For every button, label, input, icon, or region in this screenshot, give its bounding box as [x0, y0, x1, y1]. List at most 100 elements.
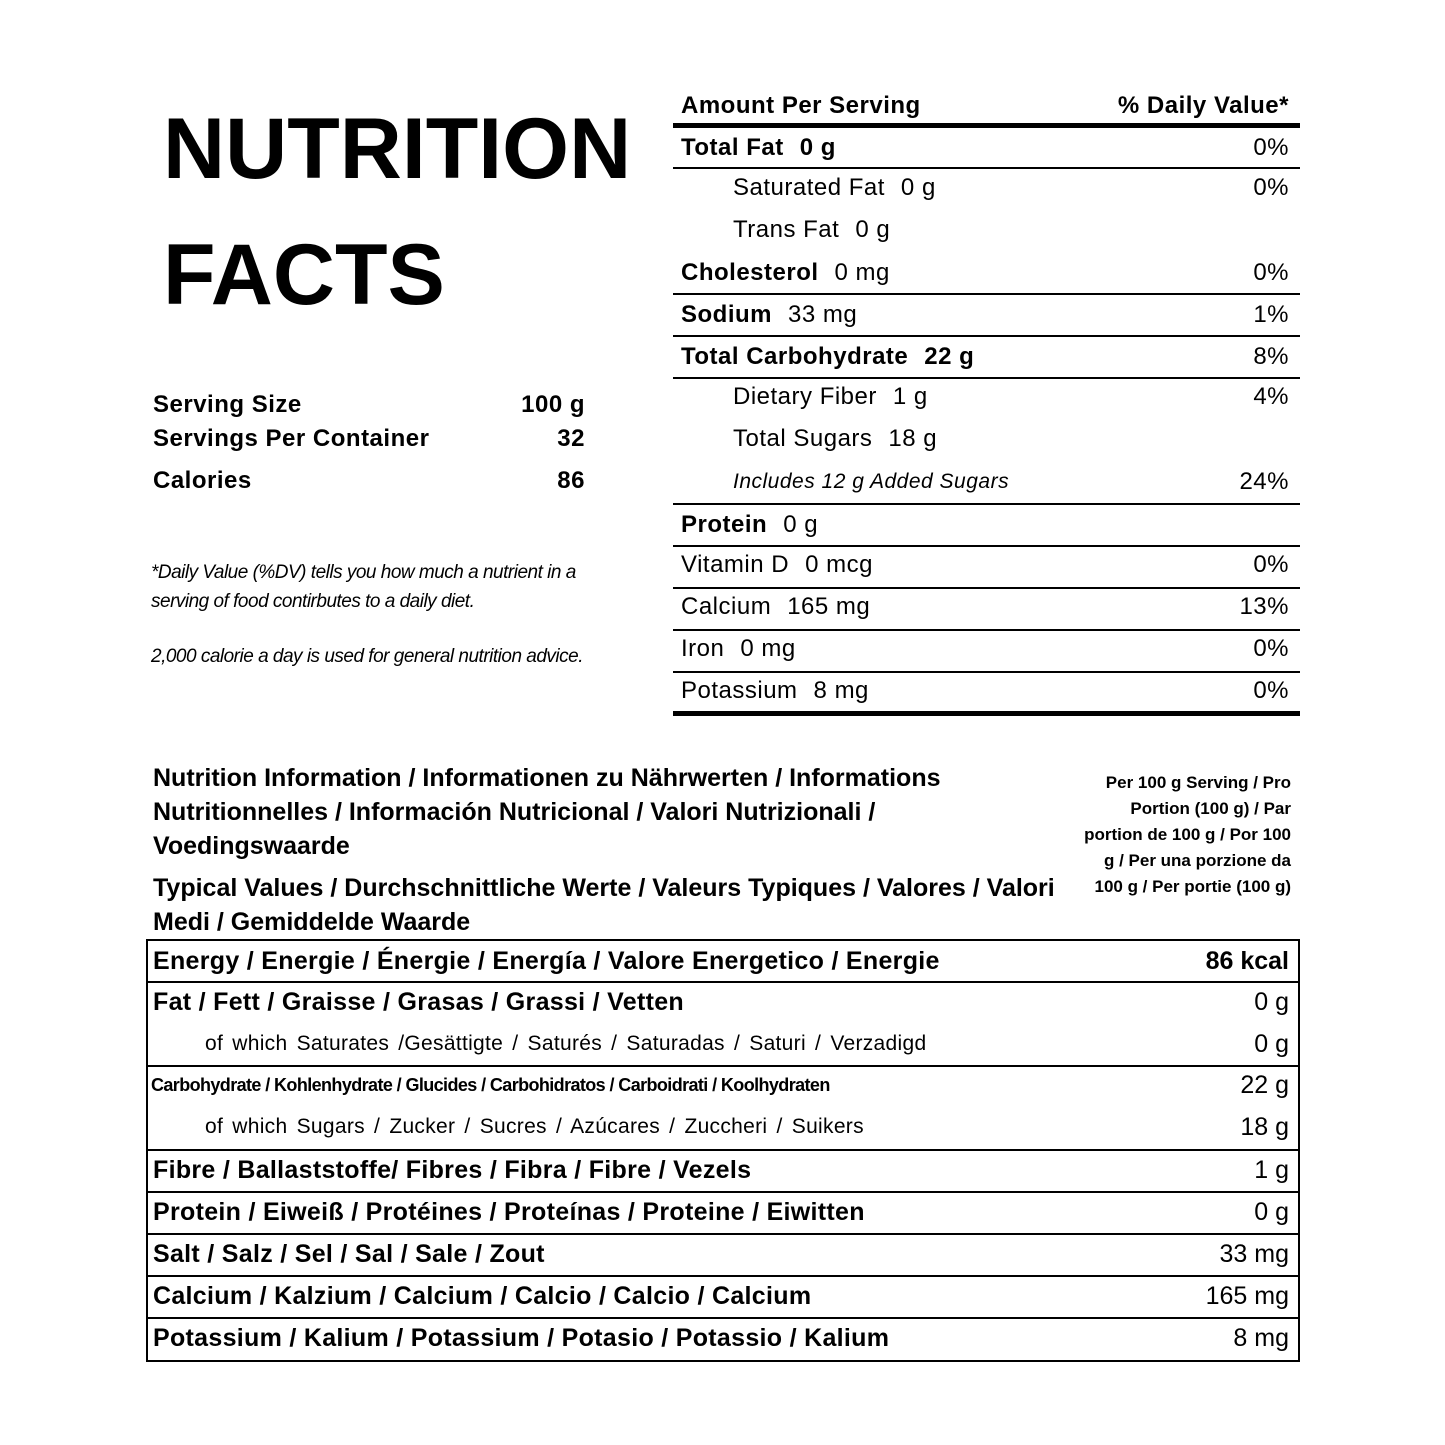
rule: [146, 1149, 1300, 1151]
value: 8 mg: [1233, 1324, 1289, 1352]
nutrient-row: Saturated Fat 0 g 0%: [673, 167, 1289, 209]
name: Sodium: [681, 301, 772, 328]
amount: 33 mg: [788, 301, 858, 328]
nutrient-row: Dietary Fiber 1 g 4%: [673, 376, 1289, 418]
name: Carbohydrate / Kohlenhydrate / Glucides …: [151, 1075, 830, 1095]
eu-row: Calcium / Kalzium / Calcium / Calcio / C…: [148, 1275, 1289, 1317]
title: FACTS: [163, 227, 445, 323]
name: Calcium: [681, 593, 772, 620]
value: 86 kcal: [1205, 947, 1289, 975]
label: Servings Per Container: [153, 425, 430, 452]
amount: 0 g: [900, 174, 936, 201]
value: 18 g: [1240, 1113, 1289, 1141]
rule: [146, 1191, 1300, 1193]
note: 2,000 calorie a day is used for general …: [151, 646, 584, 667]
dv: 0%: [1253, 635, 1289, 662]
rule: [146, 1233, 1300, 1235]
value: 32: [557, 425, 585, 452]
name: Saturated Fat: [733, 174, 885, 201]
rule: [146, 1317, 1300, 1319]
name: Potassium: [681, 677, 798, 704]
nutrient-row: Total Sugars 18 g: [673, 418, 1289, 460]
name: Vitamin D: [681, 551, 790, 578]
dv: 0%: [1253, 259, 1289, 286]
value: 22 g: [1240, 1071, 1289, 1099]
name: Calcium / Kalzium / Calcium / Calcio / C…: [153, 1282, 812, 1310]
eu-row: of which Saturates /Gesättigte / Saturés…: [148, 1023, 1289, 1065]
amount: 0 g: [799, 134, 836, 161]
value: 0 g: [1254, 988, 1289, 1016]
rule: [146, 1275, 1300, 1277]
name: of which Saturates /Gesättigte / Saturés…: [205, 1032, 927, 1055]
eu-row: Fibre / Ballaststoffe/ Fibres / Fibra / …: [148, 1149, 1289, 1191]
nutrient-row: Sodium 33 mg 1%: [673, 294, 1289, 336]
name: Total Carbohydrate: [681, 343, 909, 370]
dv: 4%: [1253, 383, 1289, 410]
amount: 22 g: [924, 343, 975, 370]
eu-column-header: Per 100 g Serving / Pro Portion (100 g) …: [1084, 773, 1291, 896]
amount: 8 mg: [813, 677, 869, 704]
name: Includes 12 g Added Sugars: [733, 470, 1010, 493]
name: of which Sugars / Zucker / Sucres / Azúc…: [205, 1115, 864, 1138]
name: Protein: [681, 511, 768, 538]
us-header: Amount Per Serving % Daily Value*: [673, 85, 1289, 127]
value: 0 g: [1254, 1198, 1289, 1226]
dv: 8%: [1253, 343, 1289, 370]
value: 165 mg: [1205, 1282, 1289, 1310]
nutrient-row: Vitamin D 0 mcg 0%: [673, 544, 1289, 586]
amount: 0 g: [855, 216, 891, 243]
eu-row: Salt / Salz / Sel / Sal / Sale / Zout 33 …: [148, 1233, 1289, 1275]
dv: 0%: [1253, 551, 1289, 578]
dv: 13%: [1239, 593, 1289, 620]
dv: 24%: [1239, 468, 1289, 495]
eu-row: Protein / Eiweiß / Protéines / Proteínas…: [148, 1191, 1289, 1233]
rule: [673, 671, 1300, 673]
amount: 18 g: [888, 425, 938, 452]
rule: [673, 711, 1300, 716]
eu-row: Carbohydrate / Kohlenhydrate / Glucides …: [148, 1064, 1289, 1106]
nutrient-row: Calcium 165 mg 13%: [673, 586, 1289, 628]
nutrient-row: Protein 0 g: [673, 504, 1289, 546]
dv: 0%: [1253, 677, 1289, 704]
dv: 0%: [1253, 174, 1289, 201]
name: Fibre / Ballaststoffe/ Fibres / Fibra / …: [153, 1156, 752, 1184]
dv: 0%: [1253, 134, 1289, 161]
name: Total Sugars: [733, 425, 873, 452]
eu-row: Fat / Fett / Graisse / Grasas / Grassi /…: [148, 981, 1289, 1023]
rule: [673, 293, 1300, 295]
value: 1 g: [1254, 1156, 1289, 1184]
rule: [673, 629, 1300, 631]
rule: [673, 587, 1300, 589]
rule: [673, 167, 1300, 169]
title: NUTRITION: [163, 101, 632, 197]
value: 86: [557, 467, 585, 494]
amount: 0 mcg: [805, 551, 873, 578]
header: % Daily Value*: [1117, 92, 1289, 119]
dv: 1%: [1253, 301, 1289, 328]
name: Total Fat: [681, 134, 784, 161]
nutrient-row: Cholesterol 0 mg 0%: [673, 252, 1289, 294]
name: Protein / Eiweiß / Protéines / Proteínas…: [153, 1198, 865, 1226]
nutrient-row: Potassium 8 mg 0%: [673, 670, 1289, 712]
header: Amount Per Serving: [681, 92, 921, 119]
rule: [146, 981, 1300, 983]
label: Serving Size: [153, 391, 302, 418]
amount: 0 mg: [740, 635, 796, 662]
nutrient-row: Total Carbohydrate 22 g 8%: [673, 336, 1289, 378]
name: Cholesterol: [681, 259, 819, 286]
eu-subheading: Typical Values / Durchschnittliche Werte…: [153, 874, 1055, 936]
value: 33 mg: [1219, 1240, 1289, 1268]
eu-row: Potassium / Kalium / Potassium / Potasio…: [148, 1317, 1289, 1359]
name: Trans Fat: [733, 216, 840, 243]
eu-row: Energy / Energie / Énergie / Energía / V…: [148, 940, 1289, 982]
name: Iron: [681, 635, 725, 662]
rule: [673, 335, 1300, 337]
nutrient-row: Includes 12 g Added Sugars 24%: [673, 461, 1289, 503]
name: Dietary Fiber: [733, 383, 877, 410]
eu-row: of which Sugars / Zucker / Sucres / Azúc…: [148, 1106, 1289, 1148]
nutrient-row: Trans Fat 0 g: [673, 209, 1289, 251]
label: Calories: [153, 467, 252, 494]
amount: 1 g: [892, 383, 928, 410]
nutrient-row: Total Fat 0 g 0%: [673, 127, 1289, 169]
